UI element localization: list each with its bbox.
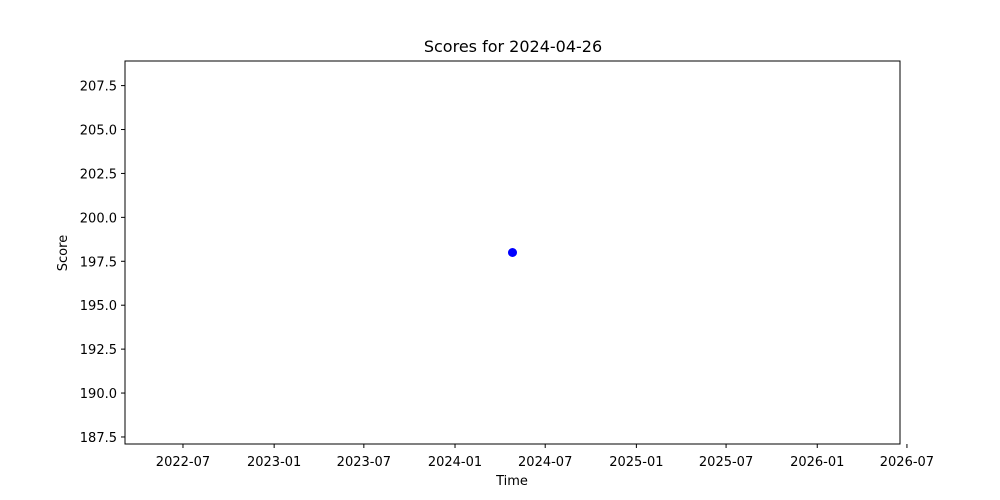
x-tick-label: 2025-01	[609, 455, 663, 470]
x-tick-label: 2024-01	[428, 455, 482, 470]
x-tick-label: 2022-07	[156, 455, 210, 470]
y-tick-label: 200.0	[80, 211, 117, 226]
data-point	[508, 248, 517, 257]
y-tick-label: 207.5	[80, 80, 117, 95]
chart-title: Scores for 2024-04-26	[424, 37, 602, 56]
x-tick-label: 2023-07	[337, 455, 391, 470]
y-tick-label: 205.0	[80, 124, 117, 139]
y-tick-label: 197.5	[80, 255, 117, 270]
x-tick-label: 2026-07	[880, 455, 934, 470]
x-axis: 2022-07 2023-01 2023-07 2024-01 2024-07 2025-…	[156, 444, 934, 470]
data-points	[508, 248, 517, 257]
y-tick-label: 190.0	[80, 387, 117, 402]
y-tick-label: 195.0	[80, 299, 117, 314]
x-tick-label: 2025-07	[699, 455, 753, 470]
plot-area-frame	[124, 60, 901, 445]
y-tick-label: 202.5	[80, 167, 117, 182]
x-axis-label: Time	[495, 474, 528, 489]
y-tick-label: 187.5	[80, 431, 117, 446]
y-axis: 187.5 190.0 192.5 195.0 197.5 200.0 202.5 205.0…	[80, 80, 125, 446]
x-tick-label: 2026-01	[790, 455, 844, 470]
y-tick-label: 192.5	[80, 343, 117, 358]
y-axis-label: Score	[56, 235, 71, 271]
x-tick-label: 2024-07	[518, 455, 572, 470]
x-tick-label: 2023-01	[247, 455, 301, 470]
